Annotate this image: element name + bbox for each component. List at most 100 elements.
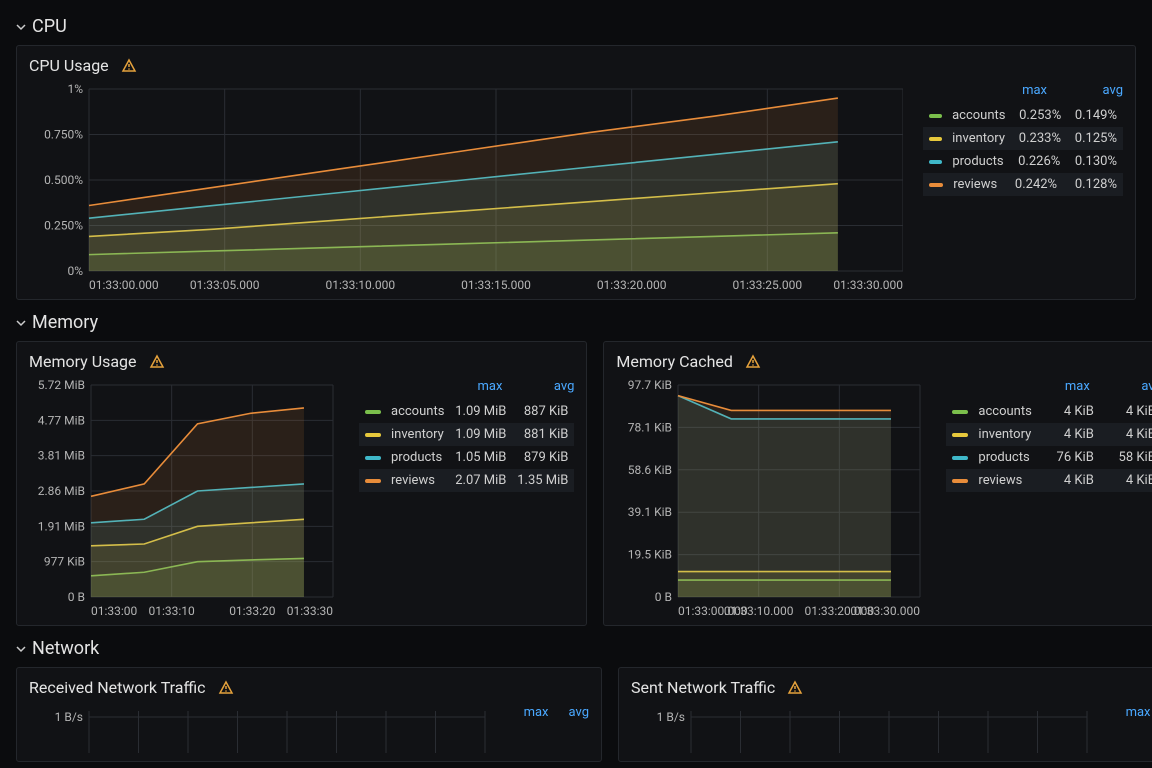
legend-header-max: max bbox=[524, 705, 549, 720]
svg-text:78.1 KiB: 78.1 KiB bbox=[628, 420, 672, 434]
legend-row[interactable]: products 0.226% 0.130% bbox=[923, 150, 1123, 173]
legend-series-name: reviews bbox=[978, 473, 1031, 488]
svg-text:01:33:20: 01:33:20 bbox=[229, 604, 276, 618]
panel-memory-cached: Memory Cached 0 B19.5 KiB39.1 KiB58.6 Ki… bbox=[603, 341, 1152, 626]
legend-swatch bbox=[365, 456, 381, 460]
chevron-down-icon bbox=[16, 638, 26, 659]
panel-title-text: Memory Cached bbox=[616, 352, 733, 371]
legend-avg-value: 1.35 MiB bbox=[516, 473, 568, 488]
svg-text:01:33:30.000: 01:33:30.000 bbox=[833, 278, 903, 292]
svg-text:0.750%: 0.750% bbox=[44, 128, 83, 142]
legend-series-name: inventory bbox=[391, 427, 444, 442]
svg-text:39.1 KiB: 39.1 KiB bbox=[628, 505, 672, 519]
legend-row[interactable]: reviews 4 KiB 4 KiB bbox=[946, 469, 1152, 492]
legend-header-max: max bbox=[450, 379, 502, 394]
legend-max-value: 76 KiB bbox=[1042, 450, 1094, 465]
legend-row[interactable]: inventory 1.09 MiB 881 KiB bbox=[359, 423, 574, 446]
section-header-network[interactable]: Network bbox=[16, 638, 1136, 659]
cpu-legend: max avg accounts 0.253% 0.149% inventory0.2… bbox=[923, 83, 1123, 293]
chevron-down-icon bbox=[16, 16, 26, 37]
warning-icon bbox=[149, 354, 165, 370]
legend-row[interactable]: accounts1.09 MiB887 KiB bbox=[359, 400, 574, 423]
warning-icon bbox=[745, 354, 761, 370]
svg-text:01:33:00.000: 01:33:00.000 bbox=[89, 278, 159, 292]
legend-max-value: 4 KiB bbox=[1042, 473, 1094, 488]
svg-text:01:33:10.000: 01:33:10.000 bbox=[325, 278, 395, 292]
svg-text:01:33:00: 01:33:00 bbox=[91, 604, 138, 618]
panel-title-text: Memory Usage bbox=[29, 352, 137, 371]
legend-max-value: 1.09 MiB bbox=[454, 427, 506, 442]
section-header-memory[interactable]: Memory bbox=[16, 312, 1136, 333]
svg-text:01:33:10.000: 01:33:10.000 bbox=[724, 604, 794, 618]
svg-text:0 B: 0 B bbox=[655, 590, 672, 604]
svg-text:01:33:30.000: 01:33:30.000 bbox=[851, 604, 921, 618]
svg-text:97.7 KiB: 97.7 KiB bbox=[628, 379, 672, 392]
svg-text:1 B/s: 1 B/s bbox=[55, 710, 83, 724]
legend-row[interactable]: inventory0.233%0.125% bbox=[923, 127, 1123, 150]
legend-row[interactable]: reviews0.242%0.128% bbox=[923, 173, 1123, 196]
svg-text:1 B/s: 1 B/s bbox=[657, 710, 685, 724]
network-rx-legend: max avg bbox=[509, 705, 589, 755]
panel-memory-usage: Memory Usage 0 B977 KiB1.91 MiB2.86 MiB3… bbox=[16, 341, 587, 626]
section-title: CPU bbox=[32, 16, 67, 37]
network-rx-chart: 1 B/s bbox=[29, 705, 489, 755]
svg-text:01:33:10: 01:33:10 bbox=[149, 604, 196, 618]
legend-avg-value: 881 KiB bbox=[516, 427, 568, 442]
panel-cpu-usage: CPU Usage 0%0.250%0.500%0.750%1%01:33:00… bbox=[16, 45, 1136, 300]
legend-row[interactable]: reviews 2.07 MiB 1.35 MiB bbox=[359, 469, 574, 492]
legend-max-value: 4 KiB bbox=[1042, 427, 1094, 442]
legend-series-name: products bbox=[952, 154, 1003, 169]
legend-row[interactable]: products1.05 MiB879 KiB bbox=[359, 446, 574, 469]
network-tx-legend: max avg bbox=[1111, 705, 1152, 755]
legend-header-avg: avg bbox=[1067, 83, 1123, 98]
legend-max-value: 2.07 MiB bbox=[454, 473, 506, 488]
legend-avg-value: 4 KiB bbox=[1104, 473, 1152, 488]
legend-header-max: max bbox=[1126, 705, 1151, 720]
warning-icon bbox=[121, 58, 137, 74]
memory-usage-legend: max avg accounts1.09 MiB887 KiBinventory… bbox=[359, 379, 574, 619]
legend-header-max: max bbox=[1038, 379, 1090, 394]
legend-header-avg: avg bbox=[1110, 379, 1152, 394]
legend-series-name: reviews bbox=[391, 473, 444, 488]
legend-header-avg: avg bbox=[522, 379, 574, 394]
legend-avg-value: 0.125% bbox=[1071, 131, 1117, 146]
svg-text:0.500%: 0.500% bbox=[44, 173, 83, 187]
legend-avg-value: 887 KiB bbox=[516, 404, 568, 419]
svg-text:4.77 MiB: 4.77 MiB bbox=[38, 413, 85, 427]
panel-network-rx: Received Network Traffic 1 B/s max avg bbox=[16, 667, 602, 762]
legend-series-name: accounts bbox=[952, 108, 1005, 123]
section-title: Memory bbox=[32, 312, 98, 333]
legend-avg-value: 0.130% bbox=[1070, 154, 1117, 169]
memory-usage-chart: 0 B977 KiB1.91 MiB2.86 MiB3.81 MiB4.77 M… bbox=[29, 379, 339, 619]
legend-swatch bbox=[952, 433, 968, 437]
warning-icon bbox=[218, 680, 234, 696]
legend-avg-value: 0.149% bbox=[1071, 108, 1117, 123]
panel-title-text: Sent Network Traffic bbox=[631, 678, 775, 697]
legend-header-max: max bbox=[991, 83, 1047, 98]
legend-swatch bbox=[365, 479, 381, 483]
legend-swatch bbox=[929, 137, 942, 141]
legend-swatch bbox=[952, 456, 968, 460]
legend-series-name: reviews bbox=[953, 177, 997, 192]
panel-network-tx: Sent Network Traffic 1 B/s max avg bbox=[618, 667, 1152, 762]
svg-text:0 B: 0 B bbox=[68, 590, 85, 604]
svg-text:1%: 1% bbox=[67, 83, 83, 96]
svg-text:0.250%: 0.250% bbox=[44, 219, 83, 233]
network-tx-chart: 1 B/s bbox=[631, 705, 1091, 755]
warning-icon bbox=[787, 680, 803, 696]
chevron-down-icon bbox=[16, 312, 26, 333]
legend-max-value: 0.253% bbox=[1015, 108, 1061, 123]
legend-row[interactable]: accounts 0.253% 0.149% bbox=[923, 104, 1123, 127]
svg-text:01:33:25.000: 01:33:25.000 bbox=[732, 278, 802, 292]
legend-swatch bbox=[929, 183, 943, 187]
svg-text:0%: 0% bbox=[67, 264, 83, 278]
legend-avg-value: 4 KiB bbox=[1104, 427, 1152, 442]
legend-swatch bbox=[952, 410, 968, 414]
legend-row[interactable]: products76 KiB58 KiB bbox=[946, 446, 1152, 469]
svg-text:01:33:15.000: 01:33:15.000 bbox=[461, 278, 531, 292]
legend-row[interactable]: accounts4 KiB4 KiB bbox=[946, 400, 1152, 423]
legend-max-value: 0.226% bbox=[1014, 154, 1061, 169]
legend-swatch bbox=[365, 433, 381, 437]
section-header-cpu[interactable]: CPU bbox=[16, 16, 1136, 37]
legend-row[interactable]: inventory4 KiB4 KiB bbox=[946, 423, 1152, 446]
